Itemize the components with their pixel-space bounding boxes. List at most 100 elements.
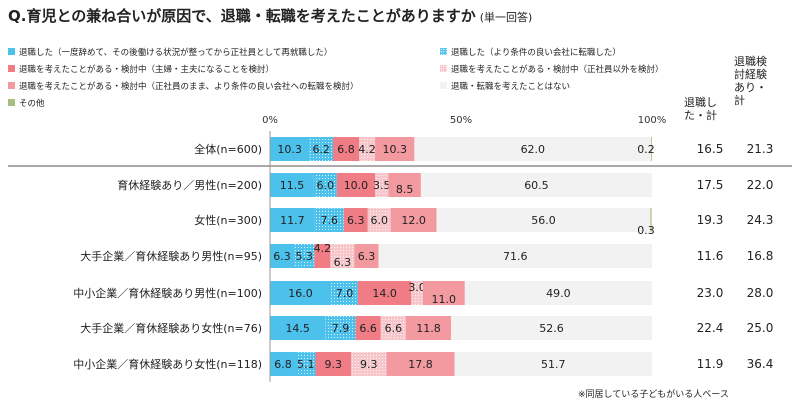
legend: 退職した（一度辞めて、その後働ける状況が整ってから正社員として再就職した） 退職し…	[8, 46, 668, 126]
legend-item: 退職・転職を考えたことはない	[440, 80, 570, 94]
considered-total-value: 22.0	[747, 178, 774, 192]
data-label: 16.0	[288, 287, 313, 300]
data-label: 7.6	[320, 214, 338, 227]
legend-swatch	[440, 82, 447, 89]
bar-segment	[390, 208, 437, 232]
bar-segment	[355, 316, 381, 340]
data-label: 10.0	[344, 179, 369, 192]
retired-total-value: 11.9	[697, 357, 724, 371]
bar-segment	[350, 352, 387, 376]
data-label: 51.7	[541, 358, 566, 371]
data-label: 11.7	[280, 214, 305, 227]
legend-label: 退職を考えたことがある・検討中（主婦・主夫になることを検討）	[19, 65, 275, 75]
category-label: 大手企業／育休経験あり男性(n=95)	[80, 249, 262, 263]
data-label: 60.5	[524, 179, 549, 192]
legend-item: 退職した（より条件の良い会社に転職した）	[440, 46, 621, 60]
bar-segment	[375, 173, 389, 197]
data-label: 3.5	[373, 179, 391, 192]
considered-total-value: 25.0	[747, 321, 774, 335]
considered-total-value: 21.3	[747, 142, 774, 156]
retired-total-value: 17.5	[697, 178, 724, 192]
category-label: 全体(n=600)	[194, 142, 262, 156]
bar-segment	[270, 208, 315, 232]
category-label: 育休経験あり／男性(n=200)	[117, 178, 262, 192]
data-label: 4.2	[358, 143, 376, 156]
data-label: 14.0	[372, 287, 397, 300]
bar-segment	[411, 281, 423, 305]
data-label: 5.3	[295, 250, 313, 263]
bar-segment	[386, 352, 455, 376]
retired-total-value: 22.4	[697, 321, 724, 335]
bar-segment	[270, 316, 326, 340]
retired-total-value: 11.6	[697, 249, 724, 263]
category-label: 中小企業／育休経験あり男性(n=100)	[73, 286, 262, 300]
chart-title: Q.育児との兼ね合いが原因で、退職・転職を考えたことがありますか (単一回答)	[8, 5, 532, 26]
bar-segment	[309, 137, 334, 161]
legend-item: その他	[8, 97, 45, 111]
data-label: 6.0	[371, 214, 389, 227]
data-label: 6.2	[312, 143, 330, 156]
retired-total-value: 16.5	[697, 142, 724, 156]
retired-total-value: 23.0	[697, 286, 724, 300]
data-label: 6.3	[358, 250, 376, 263]
bar-segment	[436, 208, 651, 232]
legend-item: 退職を考えたことがある・検討中（正社員のまま、より条件の良い会社への転職を検討）	[8, 80, 359, 94]
data-label: 8.5	[396, 183, 414, 196]
bar-segment	[314, 244, 331, 268]
data-label: 11.5	[280, 179, 305, 192]
data-label: 17.8	[408, 358, 433, 371]
data-label: 6.8	[337, 143, 355, 156]
x-tick-label: 0%	[262, 115, 278, 126]
bar-segment	[343, 208, 368, 232]
header-retired-total: 退職し た・計	[684, 96, 717, 122]
bar-segment	[336, 173, 376, 197]
data-label: 6.6	[385, 322, 403, 335]
bar-segment	[420, 173, 652, 197]
x-tick-label: 50%	[450, 115, 472, 126]
bar-segment	[422, 281, 465, 305]
bar-segment	[295, 352, 316, 376]
considered-total-value: 28.0	[747, 286, 774, 300]
bar-segment	[270, 173, 314, 197]
considered-total-value: 24.3	[747, 213, 774, 227]
bar-segment	[375, 137, 415, 161]
data-label: 6.0	[317, 179, 335, 192]
bar-segment	[388, 173, 421, 197]
category-label: 大手企業／育休経験あり女性(n=76)	[80, 321, 262, 335]
bar-segment	[359, 137, 376, 161]
data-label: 7.9	[332, 322, 350, 335]
bar-segment	[270, 352, 296, 376]
bar-segment	[331, 281, 358, 305]
bar-segment	[357, 281, 412, 305]
data-label: 0.3	[637, 224, 655, 237]
considered-total-value: 36.4	[747, 357, 774, 371]
data-label: 6.3	[273, 250, 291, 263]
legend-label: 退職を考えたことがある・検討中（正社員のまま、より条件の良い会社への転職を検討）	[19, 82, 359, 92]
data-label: 9.3	[324, 358, 342, 371]
data-label: 71.6	[503, 250, 528, 263]
legend-label: 退職・転職を考えたことはない	[451, 82, 571, 92]
bar-segment	[270, 137, 310, 161]
data-label: 10.3	[382, 143, 407, 156]
data-label: 9.3	[360, 358, 378, 371]
header-considered-total: 退職検 討経験 あり・計	[734, 55, 767, 107]
bar-segment	[464, 281, 652, 305]
bar-segment	[270, 281, 332, 305]
legend-label: 退職した（一度辞めて、その後働ける状況が整ってから正社員として再就職した）	[19, 48, 333, 58]
legend-label: 退職した（より条件の良い会社に転職した）	[451, 48, 621, 58]
data-label: 10.3	[277, 143, 302, 156]
retired-total-value: 19.3	[697, 213, 724, 227]
data-label: 6.6	[359, 322, 377, 335]
category-label: 女性(n=300)	[194, 213, 262, 227]
data-label: 49.0	[546, 287, 571, 300]
data-label: 5.1	[297, 358, 315, 371]
chart-subtitle: (単一回答)	[479, 11, 533, 24]
bar-segment	[378, 244, 652, 268]
bar-segment	[454, 352, 652, 376]
data-label: 11.8	[416, 322, 441, 335]
data-label: 0.2	[637, 143, 655, 156]
bar-segment	[313, 173, 337, 197]
data-label: 62.0	[521, 143, 546, 156]
legend-label: その他	[19, 99, 45, 109]
data-label: 3.0	[408, 281, 426, 294]
